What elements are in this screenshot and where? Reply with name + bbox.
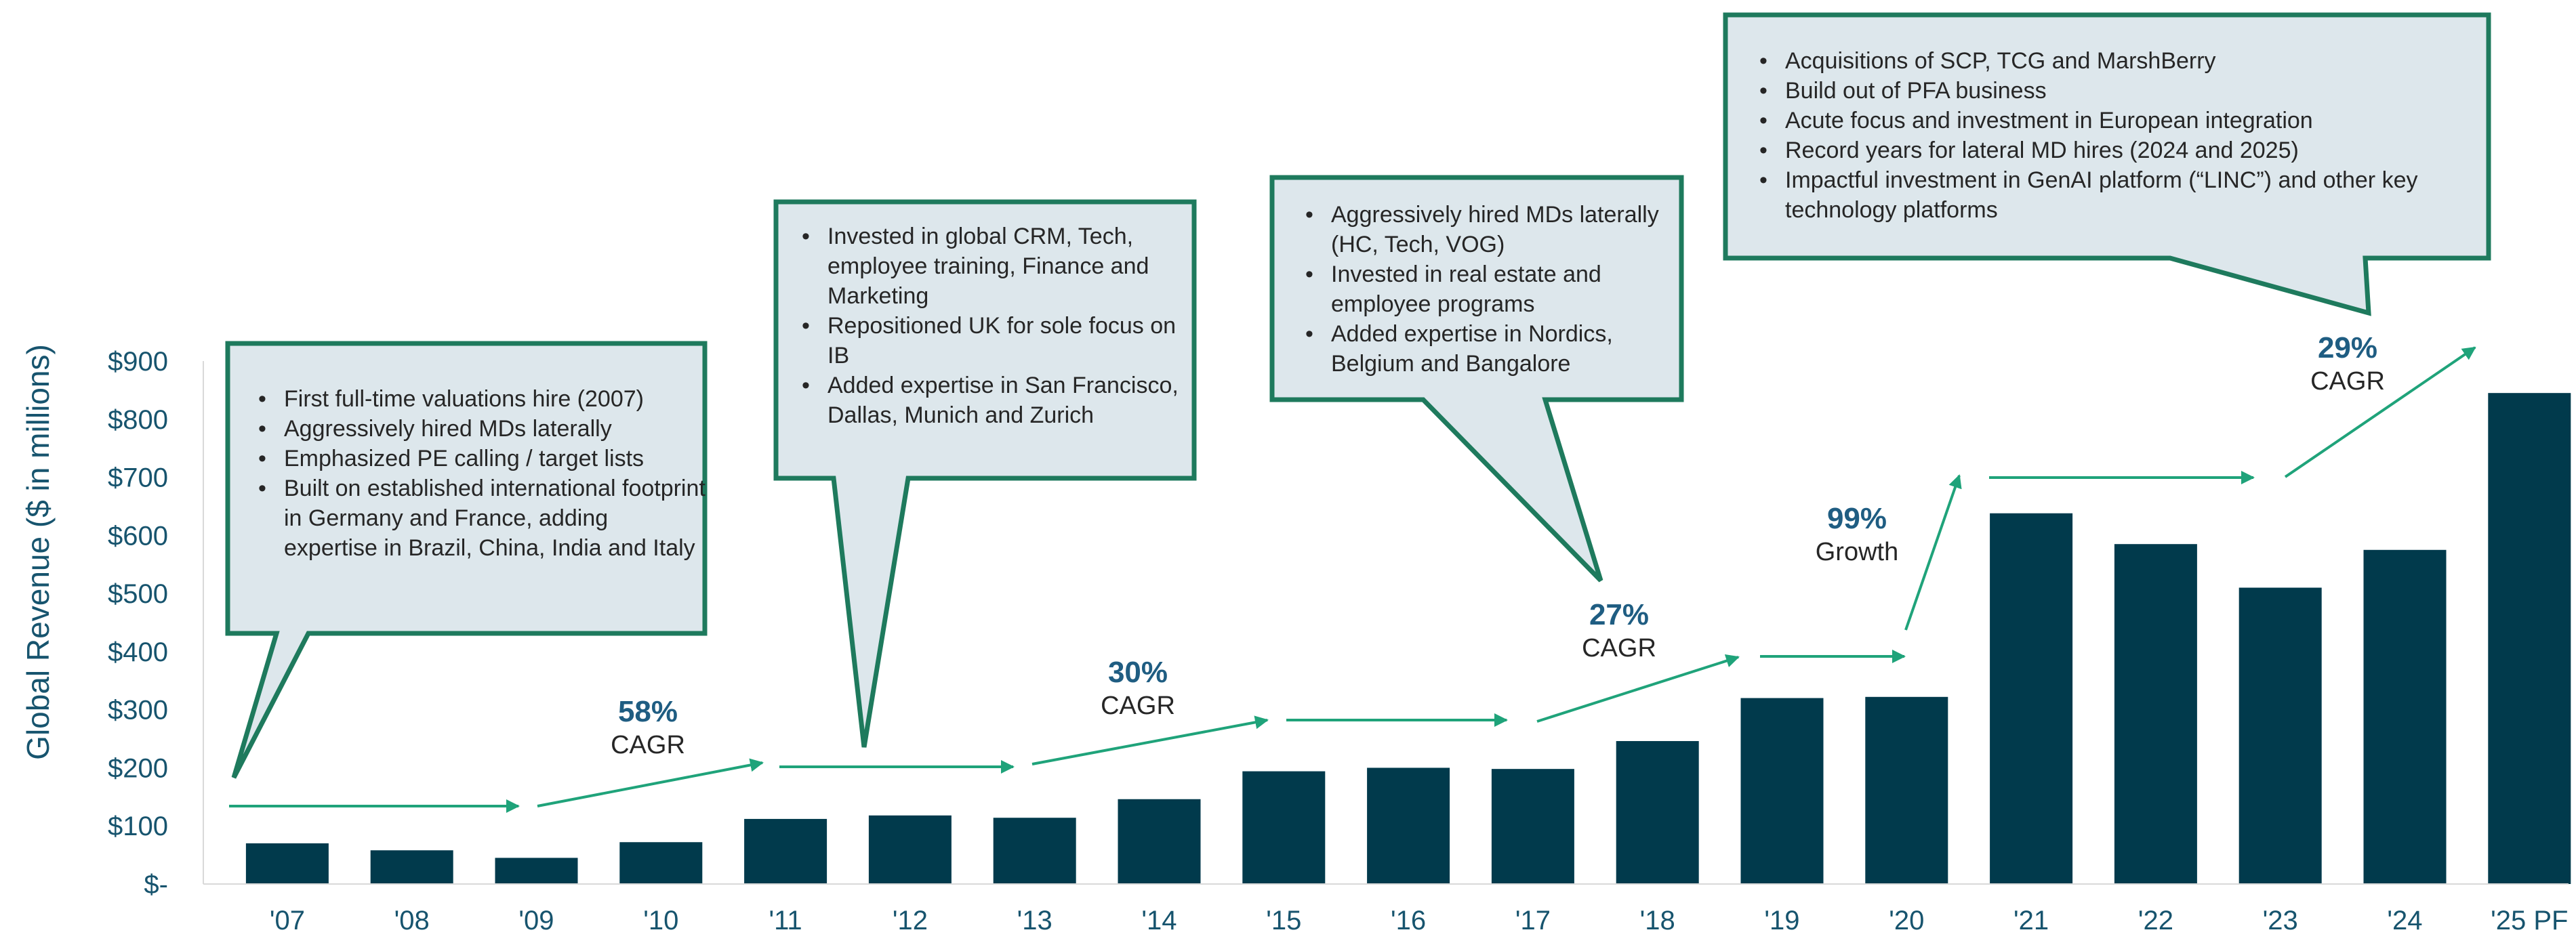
x-tick-label: '10 (643, 906, 678, 935)
growth-label-2009-2011: 58% CAGR (580, 694, 716, 761)
callout-item: Build out of PFA business (1747, 76, 2479, 106)
callout-item: Repositioned UK for sole focus on IB (790, 311, 1183, 371)
growth-arrow (1904, 474, 1962, 631)
callout-2010-2013: Invested in global CRM, Tech, employee t… (790, 222, 1183, 430)
growth-percent: 29% (2317, 331, 2378, 364)
callout-2007-2009: First full-time valuations hire (2007) A… (246, 384, 707, 563)
growth-arrow (2284, 346, 2476, 478)
growth-percent: 99% (1826, 502, 1887, 535)
callout-item: Acute focus and investment in European i… (1747, 106, 2479, 135)
callout-item: Impactful investment in GenAI platform (… (1747, 165, 2479, 225)
growth-label-2017-2019: 27% CAGR (1551, 597, 1687, 664)
callout-item: Built on established international footp… (246, 473, 707, 563)
growth-caption: CAGR (1582, 634, 1656, 662)
x-tick-label: '25 PF (2491, 906, 2568, 935)
y-tick-label: $300 (108, 696, 168, 725)
y-axis-title: Global Revenue ($ in millions) (20, 344, 56, 760)
growth-arrow (1536, 654, 1740, 723)
x-tick-label: '13 (1017, 906, 1052, 935)
bar (2363, 549, 2447, 884)
growth-label-2013-2015: 30% CAGR (1070, 655, 1206, 721)
callout-2020-2025: Acquisitions of SCP, TCG and MarshBerry … (1747, 46, 2479, 225)
bar (744, 818, 827, 884)
callout-item: Record years for lateral MD hires (2024 … (1747, 135, 2479, 165)
x-tick-label: '11 (769, 906, 802, 935)
growth-percent: 30% (1107, 656, 1168, 689)
bar (1616, 740, 1699, 884)
y-tick-label: $- (144, 870, 168, 900)
x-tick-label: '24 (2387, 906, 2422, 935)
growth-percent: 58% (617, 695, 678, 728)
x-tick-label: '15 (1266, 906, 1301, 935)
y-tick-label: $700 (108, 463, 168, 493)
bar (2114, 544, 2197, 884)
x-tick-label: '09 (518, 906, 554, 935)
y-tick-label: $100 (108, 812, 168, 841)
growth-label-2023-2025: 29% CAGR (2280, 331, 2415, 397)
y-tick-label: $200 (108, 753, 168, 783)
callout-item: Acquisitions of SCP, TCG and MarshBerry (1747, 46, 2479, 76)
x-tick-label: '19 (1764, 906, 1799, 935)
growth-caption: CAGR (611, 731, 685, 759)
x-tick-label: '17 (1515, 906, 1551, 935)
bar (1990, 513, 2073, 884)
callout-item: Added expertise in San Francisco, Dallas… (790, 371, 1183, 430)
callout-item: Invested in real estate and employee pro… (1293, 259, 1686, 319)
x-tick-label: '14 (1141, 906, 1177, 935)
growth-arrow (537, 758, 764, 807)
x-tick-label: '07 (270, 906, 305, 935)
y-tick-label: $400 (108, 637, 168, 667)
y-tick-label: $800 (108, 405, 168, 435)
x-axis: '07 '08 '09 '10 '11 '12 '13 '14 '15 '16 '17 '18 '19 '… (203, 883, 2569, 935)
callout-2014-2017: Aggressively hired MDs laterally (HC, Te… (1293, 200, 1686, 379)
y-tick-label: $500 (108, 579, 168, 609)
callout-item: First full-time valuations hire (2007) (246, 384, 707, 414)
bar (1118, 799, 1201, 884)
x-tick-label: '12 (893, 906, 928, 935)
growth-caption: CAGR (1101, 692, 1175, 720)
y-tick-label: $900 (108, 347, 168, 377)
bar (495, 858, 578, 884)
bar (868, 815, 952, 884)
y-tick-label: $600 (108, 521, 168, 551)
bar (1865, 696, 1948, 884)
x-tick-label: '16 (1391, 906, 1426, 935)
x-tick-label: '21 (2013, 906, 2049, 935)
callout-item: Aggressively hired MDs laterally (HC, Te… (1293, 200, 1686, 259)
growth-arrow (1031, 715, 1269, 765)
x-tick-label: '18 (1640, 906, 1675, 935)
callout-item: Added expertise in Nordics, Belgium and … (1293, 319, 1686, 379)
growth-caption: CAGR (2310, 367, 2385, 396)
y-axis: $- $100 $200 $300 $400 $500 $600 $700 $800 $900 (108, 347, 204, 900)
x-tick-label: '20 (1889, 906, 1924, 935)
bar (1740, 698, 1824, 884)
bar (993, 818, 1076, 884)
bar (370, 850, 453, 884)
x-tick-label: '08 (394, 906, 430, 935)
bar (245, 843, 329, 884)
callout-item: Aggressively hired MDs laterally (246, 414, 707, 444)
bar (619, 842, 703, 884)
bar (2488, 393, 2571, 884)
bar-series (245, 393, 2571, 884)
x-tick-label: '23 (2263, 906, 2298, 935)
growth-label-2020-2021: 99% Growth (1789, 501, 1925, 568)
x-tick-label: '22 (2138, 906, 2173, 935)
growth-caption: Growth (1815, 538, 1899, 566)
bar (1367, 767, 1450, 884)
growth-percent: 27% (1589, 598, 1650, 631)
bar (1242, 771, 1326, 884)
bar (2238, 587, 2322, 884)
callout-item: Invested in global CRM, Tech, employee t… (790, 222, 1183, 311)
bar (1491, 769, 1574, 884)
callout-item: Emphasized PE calling / target lists (246, 444, 707, 473)
growth-arrows (229, 346, 2476, 813)
